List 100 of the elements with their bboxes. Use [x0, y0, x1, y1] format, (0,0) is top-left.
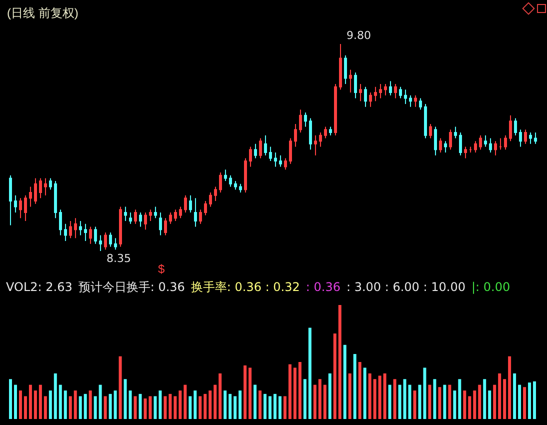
candlestick [44, 178, 47, 196]
bar [528, 382, 532, 419]
candlestick [209, 192, 212, 208]
candlestick [524, 129, 527, 144]
text: : 0.36 [306, 280, 340, 294]
candlestick [34, 178, 37, 204]
bar [108, 394, 112, 419]
candlestick [234, 180, 237, 190]
bar [128, 390, 132, 419]
candlestick [259, 138, 262, 159]
bar [244, 365, 247, 419]
candlestick [184, 194, 187, 213]
candlestick [19, 198, 22, 219]
bar [328, 373, 332, 419]
bar [523, 387, 526, 419]
candlestick [369, 92, 372, 108]
bar [373, 379, 376, 419]
bar [513, 373, 516, 419]
candlestick [59, 209, 62, 236]
bar [58, 384, 62, 419]
candlestick [429, 123, 432, 139]
text: : 3.00 : 6.00 : 10.00 [346, 280, 466, 294]
candlestick [454, 126, 457, 139]
bar [254, 384, 257, 419]
candlestick [379, 83, 382, 99]
bar [264, 394, 267, 419]
text: 换手率: 0.36 : 0.32 [190, 280, 300, 294]
bar [283, 396, 286, 419]
bar [214, 384, 217, 419]
bar [154, 396, 157, 419]
bar [148, 396, 152, 419]
bar [478, 384, 482, 419]
candlestick [389, 80, 392, 96]
bar [273, 394, 276, 419]
bar [28, 384, 32, 419]
candlestick [89, 226, 92, 244]
bar [114, 390, 117, 419]
candlestick [364, 86, 367, 108]
bar [188, 396, 192, 419]
candlestick [274, 152, 277, 168]
candlestick [509, 114, 512, 142]
bar [194, 390, 197, 419]
candlestick [99, 234, 102, 252]
candlestick [359, 83, 362, 102]
bar [38, 384, 42, 419]
candlestick [469, 146, 472, 153]
bar [34, 390, 37, 419]
text: VOL2: 2.63 [6, 280, 72, 294]
candlestick [264, 134, 267, 156]
bar [348, 373, 352, 419]
candlestick [319, 132, 322, 148]
candlestick [79, 220, 82, 236]
bar [333, 334, 336, 419]
bar [388, 384, 392, 419]
candlestick [474, 140, 477, 153]
candlestick [434, 126, 437, 156]
candlestick [534, 132, 537, 144]
candlestick [129, 212, 132, 224]
candlestick [204, 200, 207, 216]
bar [184, 384, 187, 419]
candlestick [279, 154, 282, 168]
bar [368, 373, 372, 419]
bar [124, 379, 127, 419]
text: |: 0.00 [471, 280, 510, 294]
candlestick [9, 174, 12, 226]
candlestick [394, 83, 397, 99]
bar [198, 396, 202, 419]
candlestick [384, 83, 387, 96]
candlestick [444, 140, 447, 153]
bar [298, 362, 302, 419]
bar [48, 390, 52, 419]
bar [378, 376, 382, 419]
bar [18, 390, 22, 419]
bar [453, 390, 456, 419]
candlestick [449, 129, 452, 150]
candlestick [14, 194, 17, 213]
bar [118, 356, 122, 419]
bar [44, 396, 47, 419]
bar [428, 384, 432, 419]
bar [168, 394, 172, 419]
candlestick [334, 83, 337, 136]
candlestick [354, 72, 357, 99]
candlestick [229, 174, 232, 188]
chart-title: (日线 前复权) [7, 6, 78, 20]
text: 预计今日换手: 0.36 [78, 280, 185, 294]
bar [308, 328, 312, 419]
text: $ [158, 262, 165, 276]
candlestick [139, 212, 142, 228]
candlestick [439, 138, 442, 153]
bar [208, 390, 212, 419]
candlestick [39, 178, 42, 199]
candlestick [239, 183, 242, 193]
text: 8.35 [106, 252, 131, 265]
candlestick [224, 169, 227, 182]
candlestick [84, 223, 87, 242]
bar [473, 390, 476, 419]
candlestick [484, 134, 487, 148]
bar [413, 390, 416, 419]
candlestick [329, 126, 332, 136]
bar [8, 379, 12, 419]
